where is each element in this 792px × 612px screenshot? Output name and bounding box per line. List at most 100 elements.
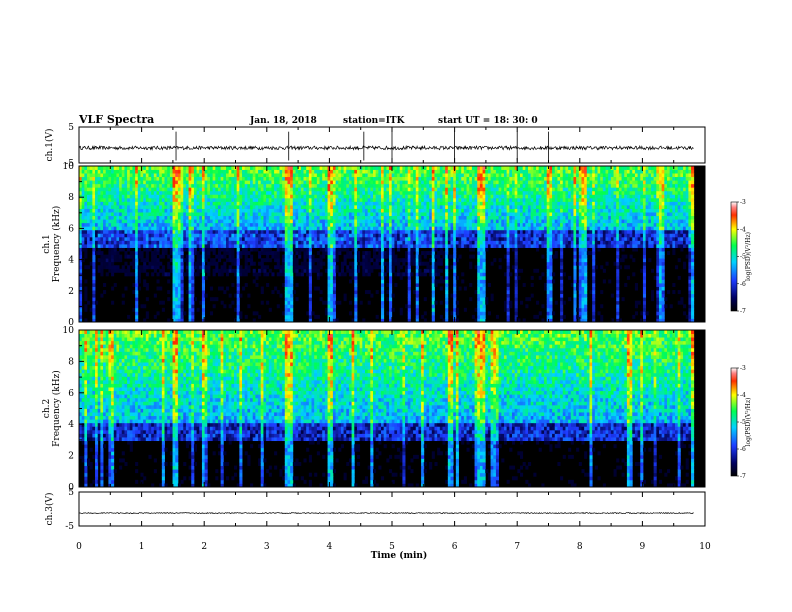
spectrogram-cell: [408, 223, 411, 227]
spectrogram-cell: [483, 233, 486, 237]
spectrogram-cell: [389, 216, 392, 220]
spectrogram-cell: [239, 315, 242, 319]
spectrogram-cell: [309, 315, 312, 319]
spectrogram-cell: [410, 191, 413, 195]
spectrogram-cell: [491, 205, 494, 209]
spectrogram-cell: [140, 198, 143, 202]
spectrogram-cell: [138, 237, 141, 241]
spectrogram-cell: [253, 248, 256, 252]
spectrogram-cell: [421, 170, 424, 174]
spectrogram-cell: [143, 226, 146, 230]
spectrogram-cell: [287, 170, 290, 174]
spectrogram-cell: [154, 265, 157, 269]
spectrogram-cell: [261, 226, 264, 230]
spectrogram-cell: [215, 297, 218, 301]
spectrogram-cell: [477, 308, 480, 312]
spectrogram-cell: [239, 294, 242, 298]
spectrogram-cell: [424, 272, 427, 276]
spectrogram-cell: [92, 237, 95, 241]
spectrogram-cell: [178, 198, 181, 202]
spectrogram-cell: [218, 173, 221, 177]
spectrogram-cell: [205, 258, 208, 262]
spectrogram-cell: [448, 191, 451, 195]
spectrogram-cell: [451, 244, 454, 248]
spectrogram-cell: [402, 216, 405, 220]
spectrogram-cell: [325, 269, 328, 273]
spectrogram-cell: [317, 272, 320, 276]
spectrogram-cell: [165, 216, 168, 220]
spectrogram-cell: [285, 315, 288, 319]
spectrogram-cell: [389, 297, 392, 301]
spectrogram-cell: [488, 187, 491, 191]
spectrogram-cell: [159, 191, 162, 195]
spectrogram-cell: [285, 290, 288, 294]
spectrogram-cell: [376, 265, 379, 269]
spectrogram-cell: [269, 184, 272, 188]
spectrogram-cell: [491, 297, 494, 301]
spectrogram-cell: [341, 191, 344, 195]
spectrogram-cell: [124, 194, 127, 198]
spectrogram-cell: [181, 230, 184, 234]
spectrogram-cell: [202, 177, 205, 181]
spectrogram-cell: [127, 233, 130, 237]
spectrogram-cell: [173, 209, 176, 213]
spectrogram-cell: [202, 276, 205, 280]
spectrogram-cell: [325, 180, 328, 184]
spectrogram-cell: [362, 233, 365, 237]
spectrogram-cell: [330, 311, 333, 315]
spectrogram-cell: [429, 173, 432, 177]
spectrogram-cell: [424, 240, 427, 244]
spectrogram-cell: [213, 219, 216, 223]
spectrogram-cell: [341, 262, 344, 266]
spectrogram-cell: [317, 262, 320, 266]
spectrogram-cell: [287, 240, 290, 244]
spectrogram-cell: [84, 226, 87, 230]
spectrogram-cell: [151, 177, 154, 181]
spectrogram-cell: [207, 187, 210, 191]
spectrogram-cell: [239, 187, 242, 191]
spectrogram-cell: [354, 301, 357, 305]
spectrogram-cell: [488, 194, 491, 198]
spectrogram-cell: [306, 170, 309, 174]
spectrogram-cell: [472, 230, 475, 234]
spectrogram-cell: [242, 177, 245, 181]
spectrogram-cell: [239, 272, 242, 276]
spectrogram-cell: [381, 272, 384, 276]
spectrogram-cell: [130, 223, 133, 227]
spectrogram-cell: [451, 170, 454, 174]
spectrogram-cell: [197, 191, 200, 195]
spectrogram-cell: [295, 184, 298, 188]
spectrogram-cell: [124, 180, 127, 184]
spectrogram-cell: [132, 187, 135, 191]
spectrogram-cell: [456, 184, 459, 188]
spectrogram-cell: [483, 240, 486, 244]
spectrogram-cell: [440, 226, 443, 230]
spectrogram-cell: [328, 194, 331, 198]
spectrogram-cell: [328, 297, 331, 301]
spectrogram-cell: [437, 272, 440, 276]
spectrogram-cell: [159, 212, 162, 216]
spectrogram-cell: [191, 194, 194, 198]
spectrogram-cell: [344, 177, 347, 181]
spectrogram-cell: [151, 240, 154, 244]
spectrogram-cell: [181, 191, 184, 195]
spectrogram-cell: [333, 177, 336, 181]
spectrogram-cell: [477, 311, 480, 315]
spectrogram-cell: [416, 251, 419, 255]
spectrogram-cell: [386, 283, 389, 287]
spectrogram-cell: [312, 205, 315, 209]
spectrogram-cell: [181, 233, 184, 237]
spectrogram-cell: [92, 248, 95, 252]
spectrogram-cell: [207, 205, 210, 209]
spectrogram-cell: [255, 216, 258, 220]
spectrogram-cell: [333, 226, 336, 230]
spectrogram-cell: [271, 255, 274, 259]
spectrogram-cell: [108, 170, 111, 174]
spectrogram-cell: [445, 304, 448, 308]
spectrogram-cell: [183, 223, 186, 227]
spectrogram-cell: [127, 173, 130, 177]
spectrogram-cell: [87, 233, 90, 237]
spectrogram-cell: [154, 194, 157, 198]
spectrogram-cell: [445, 283, 448, 287]
spectrogram-cell: [255, 311, 258, 315]
